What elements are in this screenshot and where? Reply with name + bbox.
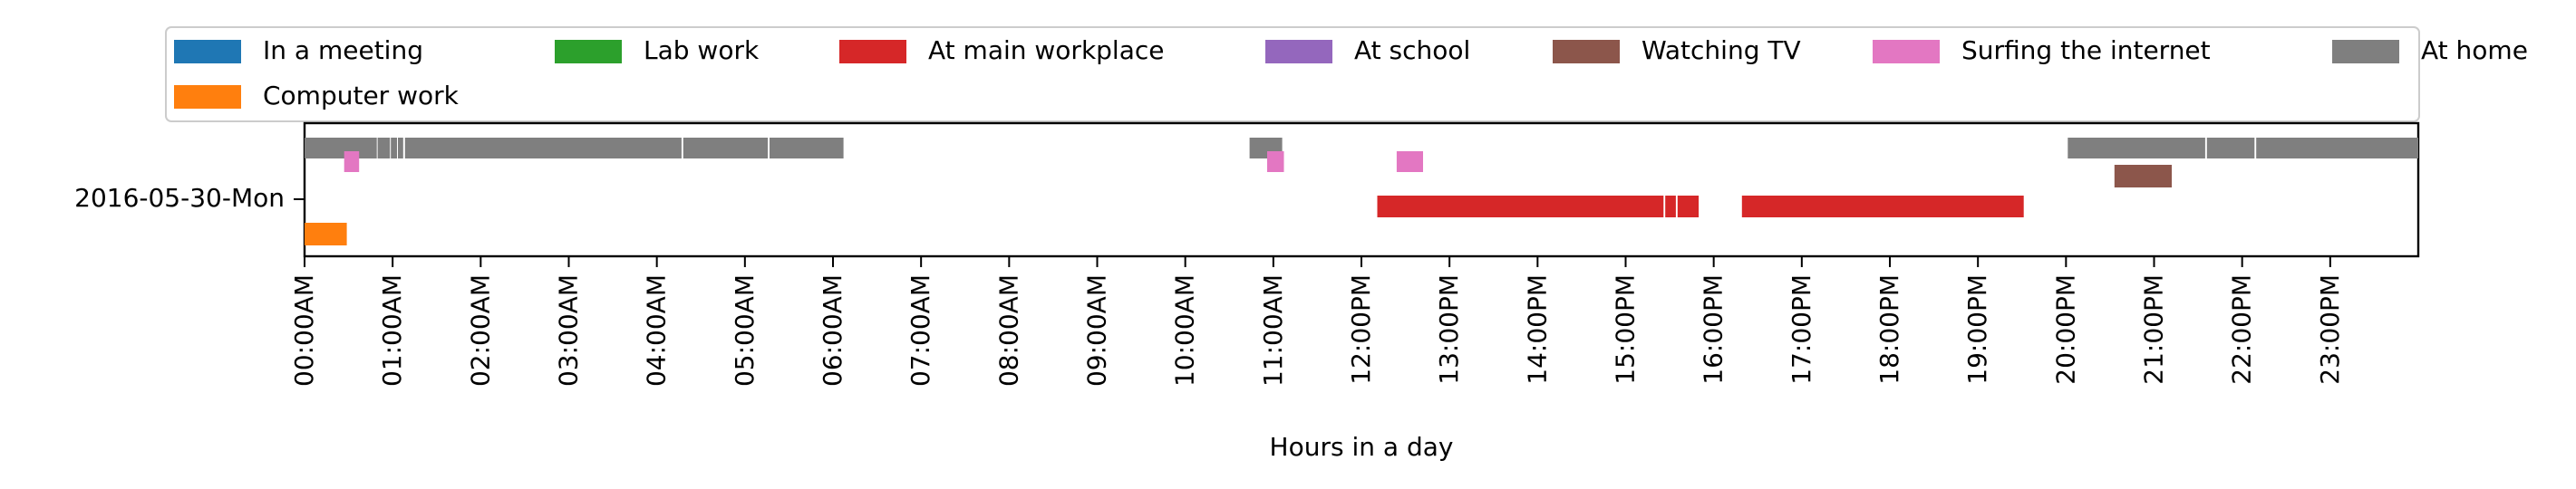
x-tick-label: 12:00PM — [1346, 274, 1376, 385]
at-home-bar — [391, 138, 397, 158]
legend-swatch — [555, 40, 622, 63]
legend-swatch — [2332, 40, 2399, 63]
legend-label: At home — [2421, 35, 2528, 65]
activity-bars — [305, 138, 2418, 245]
x-tick-label: 14:00PM — [1522, 274, 1552, 385]
legend-swatch — [174, 40, 241, 63]
legend-swatch — [1873, 40, 1940, 63]
watching-tv-bar — [2114, 165, 2172, 187]
legend-label: At school — [1354, 35, 1470, 65]
x-axis: 00:00AM 01:00AM 02:00AM 03:00AM 04:00AM 05:00… — [289, 256, 2345, 387]
x-tick-label: 23:00PM — [2315, 274, 2345, 385]
x-tick-label: 03:00AM — [554, 274, 584, 387]
at-home-bar — [2256, 138, 2418, 158]
at-main-workplace-bar — [1741, 196, 2024, 217]
legend-swatch — [1265, 40, 1332, 63]
legend-label: Surfing the internet — [1961, 35, 2211, 65]
x-tick-label: 21:00PM — [2139, 274, 2169, 385]
at-home-bar — [2206, 138, 2255, 158]
legend-swatch — [174, 85, 241, 109]
legend: In a meeting Lab work At main workplace At … — [165, 26, 2528, 122]
x-tick-label: 13:00PM — [1434, 274, 1464, 385]
legend-label: Watching TV — [1641, 35, 1801, 65]
y-axis: 2016-05-30-Mon — [74, 183, 305, 213]
computer-work-bar — [305, 223, 347, 245]
legend-label: In a meeting — [263, 35, 423, 65]
surfing-the-internet-bar — [344, 151, 360, 172]
x-tick-label: 19:00PM — [1962, 274, 1992, 385]
at-home-bar — [404, 138, 682, 158]
x-tick-label: 15:00PM — [1611, 274, 1641, 385]
at-main-workplace-bar — [1677, 196, 1700, 217]
x-tick-label: 20:00PM — [2050, 274, 2080, 385]
x-tick-label: 09:00AM — [1082, 274, 1112, 387]
legend-label: Computer work — [263, 81, 460, 110]
at-home-bar — [305, 138, 377, 158]
x-tick-label: 11:00AM — [1258, 274, 1288, 387]
x-tick-label: 10:00AM — [1170, 274, 1200, 387]
legend-item-in-a-meeting: In a meeting — [174, 35, 423, 65]
at-home-bar — [398, 138, 403, 158]
x-tick-label: 22:00PM — [2227, 274, 2257, 385]
row-label: 2016-05-30-Mon — [74, 183, 285, 213]
legend-swatch — [1553, 40, 1620, 63]
at-home-bar — [2068, 138, 2205, 158]
x-tick-label: 05:00AM — [730, 274, 760, 387]
x-tick-label: 00:00AM — [289, 274, 319, 387]
at-home-bar — [377, 138, 391, 158]
x-tick-label: 04:00AM — [642, 274, 672, 387]
x-tick-label: 17:00PM — [1787, 274, 1816, 385]
x-tick-label: 01:00AM — [377, 274, 407, 387]
surfing-the-internet-bar — [1267, 151, 1284, 172]
legend-label: At main workplace — [928, 35, 1165, 65]
x-axis-label: Hours in a day — [1270, 432, 1454, 462]
x-tick-label: 18:00PM — [1874, 274, 1904, 385]
legend-item-surfing-the-internet: Surfing the internet — [1873, 35, 2211, 65]
at-main-workplace-bar — [1665, 196, 1676, 217]
at-home-bar — [683, 138, 769, 158]
legend-box — [165, 26, 2420, 122]
surfing-the-internet-bar — [1396, 151, 1423, 172]
x-tick-label: 16:00PM — [1699, 274, 1729, 385]
legend-item-at-main-workplace: At main workplace — [839, 35, 1165, 65]
x-tick-label: 08:00AM — [993, 274, 1023, 387]
legend-item-watching-tv: Watching TV — [1553, 35, 1801, 65]
x-tick-label: 07:00AM — [905, 274, 935, 387]
at-main-workplace-bar — [1377, 196, 1664, 217]
legend-item-lab-work: Lab work — [555, 35, 760, 65]
legend-label: Lab work — [644, 35, 760, 65]
x-tick-label: 02:00AM — [465, 274, 495, 387]
legend-swatch — [839, 40, 906, 63]
legend-item-computer-work: Computer work — [174, 81, 460, 110]
legend-item-at-school: At school — [1265, 35, 1470, 65]
x-tick-label: 06:00AM — [818, 274, 847, 387]
legend-item-at-home: At home — [2332, 35, 2528, 65]
at-home-bar — [770, 138, 844, 158]
